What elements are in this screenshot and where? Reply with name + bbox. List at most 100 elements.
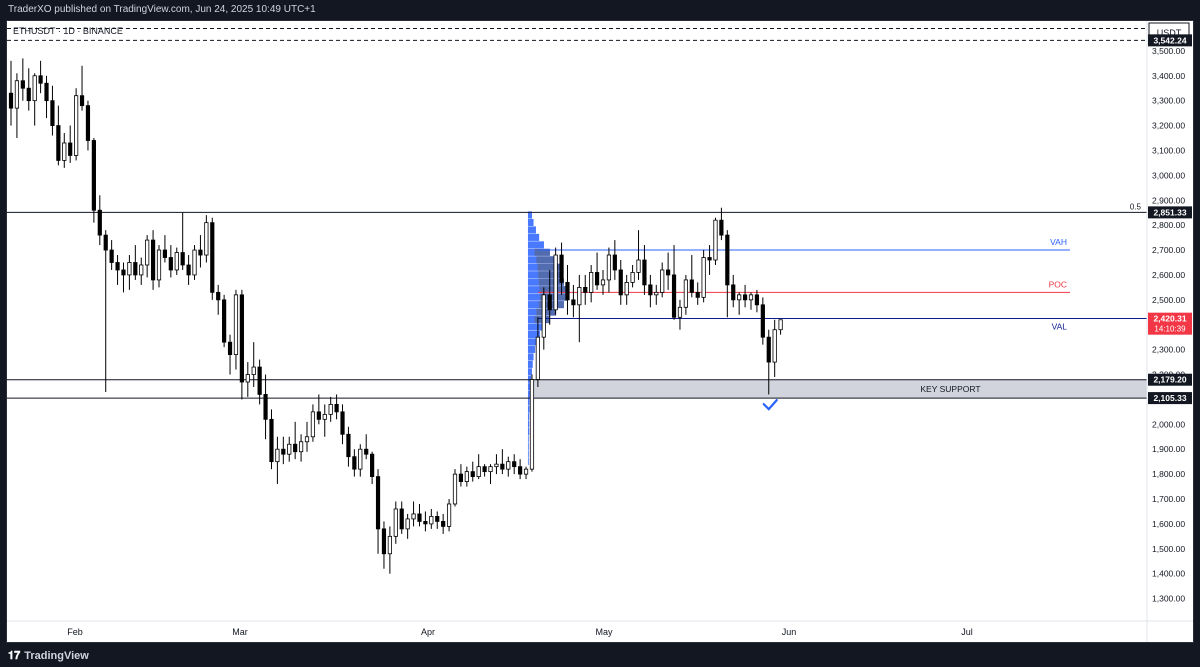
volume-profile-bar [527,405,530,413]
price-chart[interactable]: KEY SUPPORT 0.5 VAH POC VAL ETHUSDT · 1D · B… [7,21,1193,642]
candle-body [393,508,398,537]
y-tick-label: 1,600.00 [1152,519,1185,529]
candle-body [109,249,114,263]
y-tick-label: 3,100.00 [1152,145,1185,155]
candle-body [535,336,540,380]
candle-body [85,105,91,141]
candle-body [180,252,185,266]
candle-body [79,95,85,107]
candle-body [636,259,641,273]
brand-name: TradingView [24,650,89,662]
volume-profile-bar [527,435,529,443]
candle-body [470,471,475,478]
candle-body [115,262,120,271]
candle-body [257,366,262,395]
last-price-value: 2,420.31 [1153,314,1186,324]
price-badge-text: 3,542.24 [1153,35,1186,45]
candle-body [127,262,132,276]
y-tick-label: 2,700.00 [1152,245,1185,255]
candle-body [204,222,209,256]
candle-body [618,269,623,296]
candle-body [269,418,274,463]
candle-body [121,269,126,276]
candle-body [677,306,683,318]
candle-body [358,448,363,470]
y-tick-label: 2,000.00 [1152,419,1185,429]
candle-body [32,75,37,102]
volume-profile-overlay [538,271,563,279]
candles [8,58,783,574]
candle-body [612,254,617,271]
candle-body [310,411,316,438]
y-tick-label: 1,800.00 [1152,469,1185,479]
candle-body [429,516,434,525]
candle-body [494,463,499,468]
chart-frame[interactable]: KEY SUPPORT 0.5 VAH POC VAL ETHUSDT · 1D · B… [6,20,1194,643]
candle-body [275,448,280,463]
candle-body [44,82,49,102]
volume-profile-overlay [534,248,550,256]
candle-body [435,516,440,522]
candle-body [62,142,67,161]
candle-body [364,448,369,455]
candle-body [239,294,244,383]
volume-profile-bar [527,330,540,339]
candle-body [322,413,327,420]
volume-profile-bar [527,226,536,234]
candle-body [263,394,268,420]
time-axis: Feb Mar Apr May Jun Jul [67,627,973,637]
candle-body [512,461,517,468]
candle-body [589,272,594,293]
candle-body [523,468,529,475]
y-tick-label: 1,700.00 [1152,494,1185,504]
price-badge-text: 2,851.33 [1153,207,1186,217]
candle-body [464,471,469,482]
last-price-badge [1148,312,1192,335]
candle-body [293,443,298,453]
candle-body [577,286,582,306]
candle-body [198,249,203,256]
candle-body [559,254,564,283]
symbol-label: ETHUSDT · 1D · BINANCE [13,26,123,36]
volume-profile-bar [527,233,540,241]
y-tick-label: 2,800.00 [1152,220,1185,230]
volume-profile-bar [527,413,530,421]
candle-body [375,476,381,530]
y-tick-label: 1,900.00 [1152,444,1185,454]
volume-profile-overlay [539,286,567,294]
volume-profile-bar [527,420,530,428]
tradingview-logo[interactable]: 𝟏𝟕 TradingView [8,650,89,663]
candle-body [156,249,162,281]
candle-body [26,87,31,102]
candle-body [133,262,138,276]
candle-body [216,291,221,301]
candle-body [423,521,428,525]
candle-body [583,286,588,293]
volume-profile-overlay [537,263,560,271]
candle-body [695,291,700,298]
x-tick-label: Mar [232,627,248,637]
candle-body [186,264,191,276]
candle-body [594,272,600,286]
volume-profile-bar [527,442,529,451]
volume-profile-bar [527,345,536,353]
candle-body [476,466,481,478]
candle-body [168,257,173,271]
x-tick-label: May [595,627,613,637]
candle-body [553,254,558,311]
candle-body [642,259,647,286]
candle-body [772,329,777,363]
publish-info: TraderXO published on TradingView.com, J… [8,4,316,15]
candle-body [778,319,783,331]
x-tick-label: Apr [421,627,435,637]
volume-profile-overlay [536,256,556,264]
candle-body [713,219,718,261]
candle-body [506,461,511,470]
poc-label: POC [1049,279,1067,289]
volume-profile-bar [527,428,530,436]
price-badge [1148,34,1192,47]
candle-body [8,92,14,109]
volume-profile-bar [527,218,534,226]
candle-body [381,528,387,555]
candle-body [245,374,250,383]
